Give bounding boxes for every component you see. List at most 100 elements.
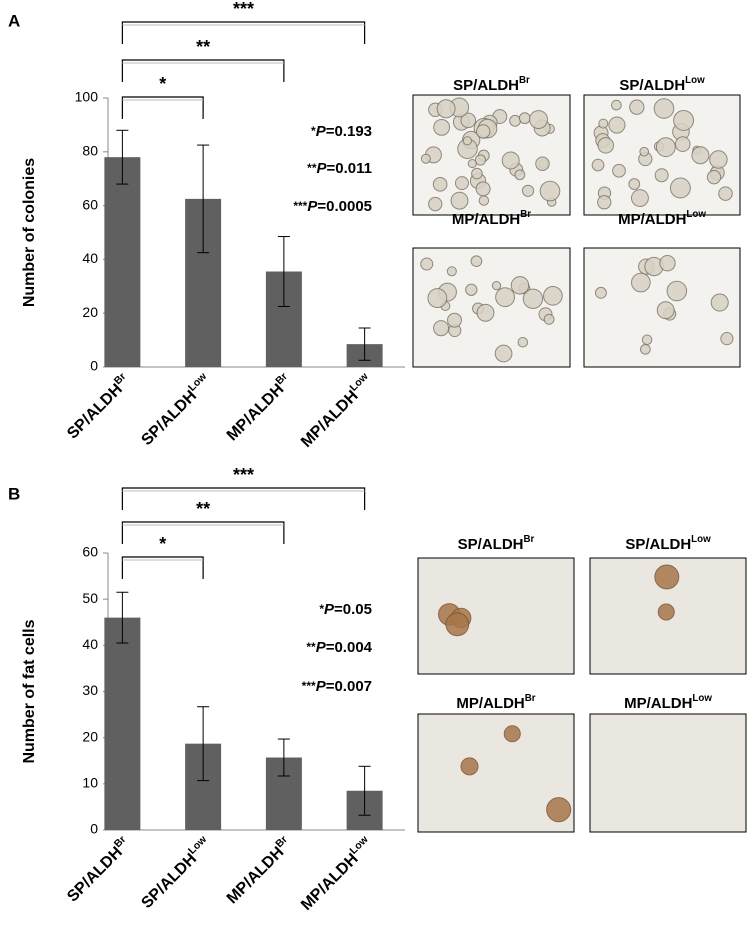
cell [629, 99, 645, 115]
significance-bracket [121, 21, 366, 44]
image-title-sup: Low [686, 209, 706, 220]
y-tick-label: 60 [82, 544, 98, 560]
bracket-label: ** [196, 499, 210, 519]
p-symbol: P [316, 639, 327, 656]
cell [470, 255, 483, 267]
panel-letter: A [8, 11, 20, 30]
p-stars: *** [302, 679, 316, 693]
image-title-sup: Br [525, 693, 536, 704]
significance-bracket [121, 96, 204, 119]
p-value: *P=0.05 [319, 601, 372, 618]
image-title-base: SP/ALDH [453, 77, 519, 94]
cell [639, 146, 649, 157]
image-title-sup: Low [691, 534, 711, 545]
y-tick-label: 40 [82, 250, 98, 266]
cell [535, 156, 550, 171]
cell [518, 112, 531, 125]
image-title-sup: Low [692, 693, 712, 704]
micrograph [589, 557, 747, 675]
cell [501, 151, 520, 170]
image-title-sup: Br [520, 209, 531, 220]
bracket-label: *** [233, 0, 254, 19]
micrograph [417, 557, 575, 675]
cell [446, 266, 457, 277]
y-axis-label: Number of fat cells [21, 619, 38, 763]
p-value: **P=0.011 [307, 160, 372, 177]
cell [654, 168, 669, 183]
significance-bracket [121, 556, 204, 579]
bar [104, 157, 141, 367]
cell [628, 178, 641, 190]
significance-bracket [121, 487, 366, 510]
micrograph [417, 713, 575, 833]
cell [436, 99, 456, 119]
cell [428, 196, 443, 212]
p-rest: =0.004 [326, 639, 373, 656]
error-bar [116, 129, 129, 185]
image-title-base: SP/ALDH [458, 536, 524, 553]
cell [509, 114, 521, 127]
bar [104, 617, 141, 830]
x-tick-label: SP/ALDHLow [137, 371, 215, 449]
cell [706, 170, 722, 185]
cell [608, 116, 626, 134]
cell [669, 177, 691, 199]
x-tick-label-base: SP/ALDH [139, 850, 201, 912]
image-title-sup: Br [519, 75, 530, 86]
x-tick-label: SP/ALDHBr [63, 371, 134, 442]
bracket-label: *** [233, 465, 254, 485]
x-tick-label-base: MP/ALDH [298, 387, 362, 451]
cell [517, 336, 529, 348]
bracket-label: * [159, 74, 166, 94]
cell [656, 301, 675, 320]
cell [529, 110, 549, 130]
p-value: *P=0.193 [311, 123, 372, 140]
y-tick-label: 100 [75, 89, 99, 105]
error-bar [358, 765, 371, 816]
cell [612, 163, 626, 178]
error-bar [358, 327, 371, 361]
cell [691, 146, 710, 165]
cell [710, 293, 729, 312]
y-tick-label: 0 [90, 821, 98, 837]
x-tick-label: MP/ALDHLow [297, 371, 377, 451]
x-tick-label-base: SP/ALDH [64, 844, 126, 906]
y-tick-label: 30 [82, 682, 98, 698]
y-tick-label: 50 [82, 590, 98, 606]
cell [653, 98, 675, 119]
p-symbol: P [317, 160, 328, 177]
p-symbol: P [307, 198, 318, 215]
y-tick-label: 60 [82, 196, 98, 212]
p-rest: =0.05 [334, 601, 372, 618]
x-tick-label-sup: Low [187, 371, 210, 394]
p-value: ***P=0.007 [302, 678, 372, 695]
cell [720, 332, 734, 346]
cell [654, 564, 680, 590]
cell [543, 313, 555, 325]
cell [495, 287, 516, 308]
micrograph [583, 94, 741, 216]
micrograph [589, 713, 747, 833]
image-title-sup: Br [524, 534, 535, 545]
panel-letter: B [8, 484, 20, 503]
image-title-base: MP/ALDH [456, 695, 524, 712]
cell [475, 181, 491, 197]
x-tick-label-base: MP/ALDH [224, 381, 288, 445]
p-stars: * [319, 602, 324, 616]
x-tick-label-base: MP/ALDH [224, 844, 288, 908]
cell [476, 303, 495, 322]
micrograph [412, 247, 571, 368]
cell [631, 272, 651, 293]
cell [462, 136, 472, 146]
p-value: ***P=0.0005 [293, 198, 372, 215]
image-title: MP/ALDHLow [624, 693, 712, 712]
cell [478, 195, 490, 206]
image-title: SP/ALDHBr [453, 75, 530, 94]
cell [539, 180, 561, 202]
cell [450, 191, 469, 210]
p-stars: *** [293, 199, 307, 213]
cell [591, 158, 605, 172]
cell [641, 334, 653, 346]
x-tick-label: MP/ALDHLow [297, 834, 377, 914]
